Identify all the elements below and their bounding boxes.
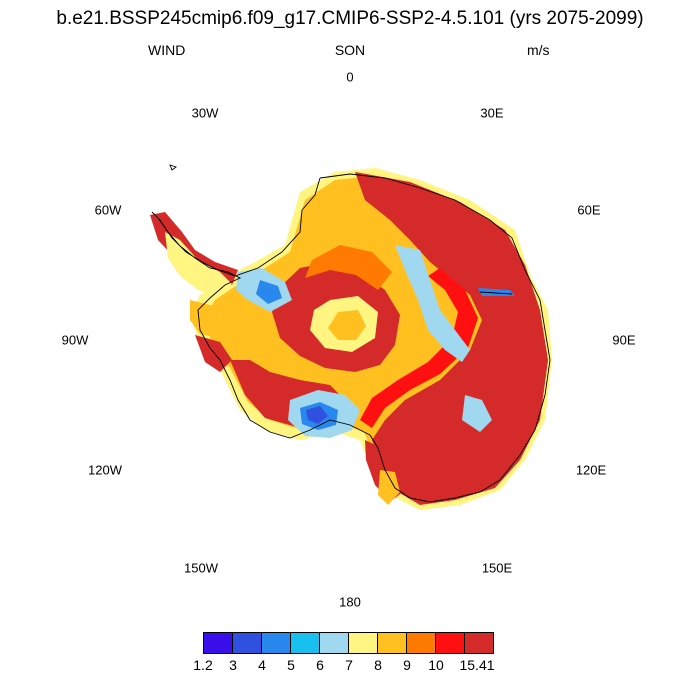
colorbar-label-1: 3 — [229, 657, 237, 673]
coastline — [151, 164, 551, 503]
colorbar-swatch-7 — [406, 632, 436, 654]
lon-label-120e: 120E — [575, 462, 607, 478]
wind-peninsula-edge-red — [195, 335, 232, 372]
wind-field — [150, 168, 552, 510]
island-south-shetland — [169, 164, 177, 171]
colorbar-label-8: 10 — [428, 657, 444, 673]
coastline-peninsula — [151, 177, 321, 349]
lon-label-60w: 60W — [94, 202, 122, 218]
wind-interior-lightorange — [328, 310, 366, 340]
lon-label-90e: 90E — [612, 332, 636, 348]
coastline-east — [319, 173, 551, 503]
colorbar-swatch-1 — [232, 632, 262, 654]
colorbar-swatch-0 — [203, 632, 233, 654]
map-title: b.e21.BSSP245cmip6.f09_g17.CMIP6-SSP2-4.… — [56, 8, 644, 29]
wind-band-6-7-east — [395, 245, 470, 362]
season-label: SON — [334, 42, 366, 58]
colorbar-swatches — [203, 632, 494, 654]
colorbar-label-0: 1.2 — [193, 657, 213, 673]
lon-label-30e: 30E — [480, 105, 504, 121]
colorbar-label-5: 7 — [345, 657, 353, 673]
lon-label-120w: 120W — [88, 462, 122, 478]
colorbar-label-6: 8 — [374, 657, 382, 673]
lon-label-30w: 30W — [191, 105, 219, 121]
wind-band-6-7-lambert — [462, 395, 492, 432]
wind-rossedge-orange — [378, 470, 400, 505]
colorbar-swatch-8 — [435, 632, 465, 654]
wind-band-4-5-ross — [306, 406, 328, 424]
colorbar-label-7: 9 — [403, 657, 411, 673]
colorbar-swatch-9 — [464, 632, 494, 654]
colorbar-swatch-2 — [261, 632, 291, 654]
wind-band-5-6-peninsula — [256, 280, 282, 304]
coastline-amery — [479, 291, 513, 295]
coastline-ross — [209, 347, 371, 439]
colorbar-swatch-3 — [290, 632, 320, 654]
lon-label-0: 0 — [346, 69, 354, 85]
wind-peninsula-orange — [190, 300, 238, 338]
wind-peninsula-tip — [150, 212, 238, 285]
lon-label-150e: 150E — [481, 560, 513, 576]
colorbar-label-9: 15.41 — [459, 657, 495, 673]
lon-label-90w: 90W — [61, 332, 89, 348]
colorbar-swatch-4 — [319, 632, 349, 654]
lon-label-150w: 150W — [184, 560, 218, 576]
lon-label-60e: 60E — [577, 202, 601, 218]
wind-band-9-10 — [360, 268, 478, 428]
variable-label: WIND — [148, 42, 186, 58]
lon-label-180: 180 — [339, 594, 361, 610]
colorbar-swatch-6 — [377, 632, 407, 654]
colorbar-label-4: 6 — [316, 657, 324, 673]
wind-band-10-15 — [355, 172, 548, 505]
colorbar-swatch-5 — [348, 632, 378, 654]
units-label: m/s — [527, 42, 550, 58]
colorbar — [203, 632, 494, 654]
colorbar-label-2: 4 — [258, 657, 266, 673]
colorbar-label-3: 5 — [287, 657, 295, 673]
wind-interior-orange — [305, 245, 392, 290]
